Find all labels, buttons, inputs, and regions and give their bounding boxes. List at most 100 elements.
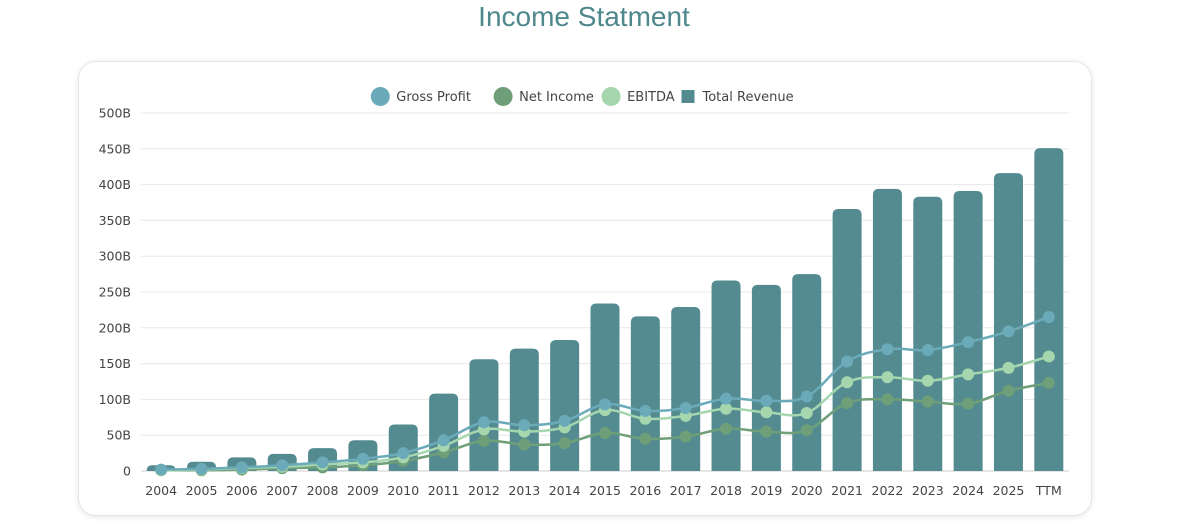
revenue-bar[interactable] xyxy=(469,359,499,471)
ebitda-point[interactable] xyxy=(962,368,975,381)
revenue-bar[interactable] xyxy=(630,316,660,471)
gross-profit-point[interactable] xyxy=(155,463,168,476)
revenue-bar[interactable] xyxy=(509,348,539,471)
revenue-bar[interactable] xyxy=(711,280,741,471)
gross-profit-point[interactable] xyxy=(720,392,733,405)
net-income-point[interactable] xyxy=(477,434,490,447)
gross-profit-point[interactable] xyxy=(276,459,289,472)
y-tick-label: 300B xyxy=(99,249,131,264)
ebitda-point[interactable] xyxy=(800,407,813,420)
y-tick-label: 100B xyxy=(99,392,131,407)
y-tick-label: 350B xyxy=(99,213,131,228)
gross-profit-point[interactable] xyxy=(558,414,571,427)
x-tick-label: 2004 xyxy=(145,483,177,498)
gross-profit-point[interactable] xyxy=(437,434,450,447)
legend-swatch xyxy=(493,87,513,106)
net-income-point[interactable] xyxy=(962,397,975,410)
gross-profit-point[interactable] xyxy=(921,343,934,356)
ebitda-point[interactable] xyxy=(841,376,854,389)
revenue-bar[interactable] xyxy=(993,173,1023,472)
x-tick-label: 2025 xyxy=(993,483,1025,498)
y-tick-label: 250B xyxy=(99,285,131,300)
gross-profit-point[interactable] xyxy=(841,355,854,368)
revenue-bar[interactable] xyxy=(913,196,943,471)
legend-swatch xyxy=(681,90,695,103)
legend-item-gross-profit[interactable]: Gross Profit xyxy=(370,87,471,106)
gross-profit-point[interactable] xyxy=(518,419,531,432)
legend-swatch xyxy=(601,87,621,106)
gross-profit-point[interactable] xyxy=(397,447,410,460)
revenue-bar[interactable] xyxy=(1034,148,1064,472)
revenue-bar[interactable] xyxy=(671,307,701,471)
net-income-point[interactable] xyxy=(800,424,813,437)
net-income-point[interactable] xyxy=(679,430,692,443)
gross-profit-point[interactable] xyxy=(639,404,652,417)
revenue-bar[interactable] xyxy=(832,208,862,471)
ebitda-point[interactable] xyxy=(1042,350,1055,363)
ebitda-point[interactable] xyxy=(1002,361,1015,374)
x-tick-label: 2017 xyxy=(670,483,702,498)
revenue-bar[interactable] xyxy=(872,188,902,471)
ebitda-point[interactable] xyxy=(921,374,934,387)
net-income-point[interactable] xyxy=(1002,384,1015,397)
gross-profit-point[interactable] xyxy=(760,394,773,407)
revenue-bar[interactable] xyxy=(429,393,459,471)
gross-profit-point[interactable] xyxy=(316,456,329,469)
y-tick-label: 50B xyxy=(107,428,131,443)
revenue-bar[interactable] xyxy=(751,284,781,471)
net-income-point[interactable] xyxy=(881,393,894,406)
x-tick-label: 2010 xyxy=(387,483,419,498)
net-income-point[interactable] xyxy=(760,425,773,438)
gross-profit-point[interactable] xyxy=(356,452,369,465)
net-income-point[interactable] xyxy=(720,422,733,435)
x-tick-label: 2013 xyxy=(508,483,540,498)
y-tick-label: 450B xyxy=(99,141,131,156)
x-axis-ticks: 2004 2005 2006 2007 2008 2009 2010 2011 2012 2013… xyxy=(145,483,1061,498)
revenue-bar[interactable] xyxy=(792,274,822,471)
x-tick-label: 2021 xyxy=(831,483,863,498)
ebitda-point[interactable] xyxy=(720,402,733,415)
x-tick-label: 2015 xyxy=(589,483,621,498)
gross-profit-point[interactable] xyxy=(477,416,490,429)
net-income-point[interactable] xyxy=(599,427,611,440)
x-tick-label: 2020 xyxy=(791,483,823,498)
chart-card: 0 50B 100B 150B 200B 250B 300B 350B 400B 450B 500B… xyxy=(78,61,1092,516)
x-tick-label: 2012 xyxy=(468,483,500,498)
x-tick-label: 2018 xyxy=(710,483,742,498)
net-income-point[interactable] xyxy=(518,438,531,451)
net-income-point[interactable] xyxy=(639,432,652,445)
net-income-point[interactable] xyxy=(841,396,854,409)
legend-item-net-income[interactable]: Net Income xyxy=(493,87,594,106)
revenue-bar[interactable] xyxy=(953,191,983,471)
income-statement-chart: 0 50B 100B 150B 200B 250B 300B 350B 400B 450B 500B… xyxy=(99,87,1069,498)
legend-item-total-revenue[interactable]: Total Revenue xyxy=(681,90,794,105)
x-tick-label: 2023 xyxy=(912,483,944,498)
x-tick-label: 2022 xyxy=(872,483,904,498)
gross-profit-point[interactable] xyxy=(1042,311,1055,324)
x-tick-label: 2024 xyxy=(952,483,984,498)
net-income-point[interactable] xyxy=(558,437,571,450)
gross-profit-point[interactable] xyxy=(1002,325,1015,338)
ebitda-point[interactable] xyxy=(881,371,894,384)
revenue-bar[interactable] xyxy=(550,339,580,471)
gross-profit-point[interactable] xyxy=(800,390,813,403)
gross-profit-point[interactable] xyxy=(962,336,975,349)
y-axis-ticks: 0 50B 100B 150B 200B 250B 300B 350B 400B 450B 500B xyxy=(99,106,131,479)
y-tick-label: 0 xyxy=(123,464,131,479)
net-income-point[interactable] xyxy=(1042,376,1055,389)
x-tick-label: 2009 xyxy=(347,483,379,498)
legend-label: Total Revenue xyxy=(702,90,794,105)
ebitda-point[interactable] xyxy=(760,406,773,419)
y-tick-label: 200B xyxy=(99,320,131,335)
x-tick-label: 2011 xyxy=(428,483,460,498)
gross-profit-point[interactable] xyxy=(235,461,248,474)
y-tick-label: 400B xyxy=(99,177,131,192)
gross-profit-point[interactable] xyxy=(599,398,611,411)
legend-item-ebitda[interactable]: EBITDA xyxy=(601,87,675,106)
gross-profit-point[interactable] xyxy=(679,401,692,414)
revenue-bar[interactable] xyxy=(590,303,620,471)
page-title: Income Statment xyxy=(478,1,690,32)
gross-profit-point[interactable] xyxy=(881,343,894,356)
net-income-point[interactable] xyxy=(921,395,934,408)
gross-profit-point[interactable] xyxy=(195,462,208,475)
